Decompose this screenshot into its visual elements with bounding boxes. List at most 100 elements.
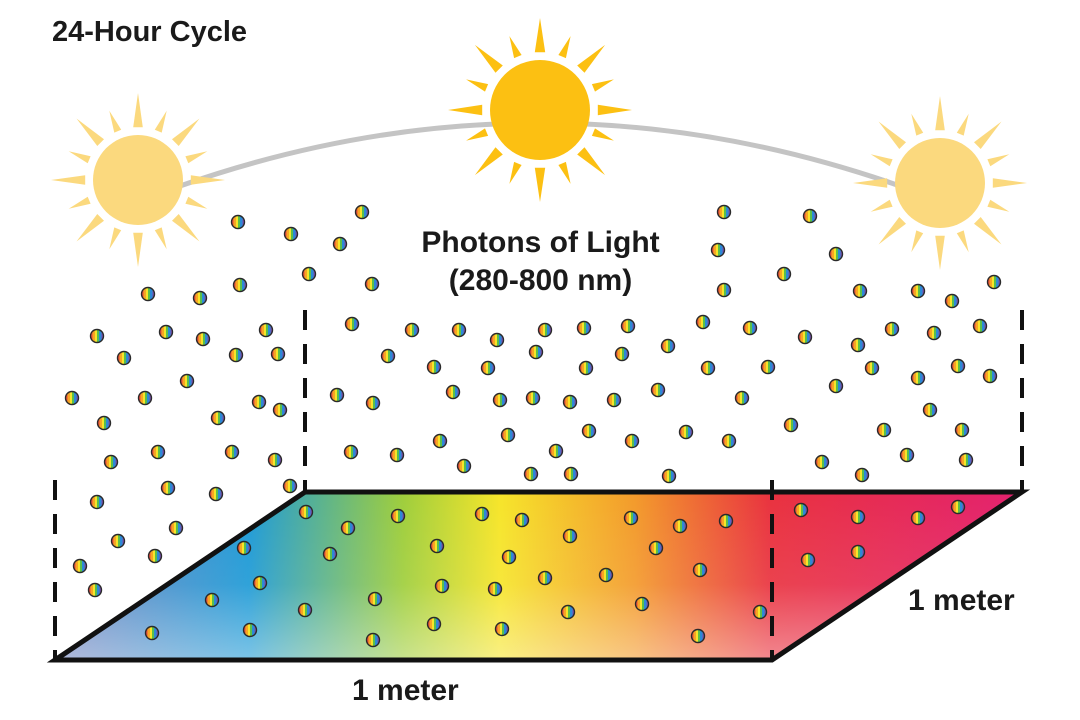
photon-particle: [950, 358, 966, 374]
photon-particle: [910, 510, 926, 526]
photon-particle: [487, 581, 503, 597]
photon-particle: [140, 286, 156, 302]
photon-particle: [814, 454, 830, 470]
volume-dashed-edges: [53, 310, 1024, 660]
photon-particle: [474, 506, 490, 522]
photon-particle: [228, 347, 244, 363]
photon-particle: [230, 214, 246, 230]
photon-particle: [828, 378, 844, 394]
photon-particle: [426, 359, 442, 375]
photon-particle: [445, 384, 461, 400]
photon-particle: [500, 427, 516, 443]
photon-particle: [537, 570, 553, 586]
photon-particle: [660, 338, 676, 354]
photon-particle: [854, 467, 870, 483]
photon-particle: [634, 596, 650, 612]
photon-particle: [828, 246, 844, 262]
photon-particle: [494, 621, 510, 637]
photon-particle: [598, 567, 614, 583]
photon-particle: [678, 424, 694, 440]
photon-particle: [690, 628, 706, 644]
width-dimension-label: 1 meter: [352, 674, 459, 707]
photon-particle: [389, 447, 405, 463]
photon-particle: [692, 562, 708, 578]
photon-particle: [87, 582, 103, 598]
photon-particle: [283, 226, 299, 242]
photon-particle: [710, 242, 726, 258]
photon-particle: [850, 337, 866, 353]
photon-particle: [390, 508, 406, 524]
photon-particle: [716, 204, 732, 220]
photon-particle: [89, 494, 105, 510]
photon-particle: [489, 332, 505, 348]
photon-particle: [236, 540, 252, 556]
photon-particle: [179, 373, 195, 389]
photon-particle: [700, 360, 716, 376]
photon-particle: [958, 452, 974, 468]
photon-particle: [432, 433, 448, 449]
photon-particle: [204, 592, 220, 608]
photon-particle: [954, 422, 970, 438]
depth-dimension-label: 1 meter: [908, 584, 1015, 617]
photon-particle: [760, 359, 776, 375]
photon-particle: [514, 512, 530, 528]
photon-particle: [322, 546, 338, 562]
photon-particle: [661, 468, 677, 484]
photon-particle: [560, 604, 576, 620]
photons-wavelength-range: (280-800 nm): [448, 264, 633, 297]
photon-particle: [614, 346, 630, 362]
photon-particle: [899, 447, 915, 463]
photon-particle: [986, 274, 1002, 290]
photon-particle: [695, 314, 711, 330]
photon-particle: [606, 392, 622, 408]
photon-particle: [429, 538, 445, 554]
photon-particle: [208, 486, 224, 502]
photon-particle: [562, 528, 578, 544]
photon-particle: [192, 290, 208, 306]
photon-particle: [852, 283, 868, 299]
photon-particle: [365, 632, 381, 648]
photon-particle: [116, 350, 132, 366]
photon-particle: [110, 533, 126, 549]
photon-particle: [721, 433, 737, 449]
photon-particle: [648, 540, 664, 556]
photon-particle: [451, 322, 467, 338]
photon-particle: [434, 578, 450, 594]
photon-particle: [195, 331, 211, 347]
photon-particle: [298, 504, 314, 520]
photon-particle: [800, 552, 816, 568]
photon-particle: [480, 360, 496, 376]
photon-particle: [144, 625, 160, 641]
sun-center-icon: [448, 18, 632, 202]
photon-particle: [168, 520, 184, 536]
sun-right-icon: [853, 96, 1027, 270]
photon-particle: [884, 321, 900, 337]
photon-particle: [297, 602, 313, 618]
photon-particle: [96, 415, 112, 431]
photon-particle: [910, 283, 926, 299]
photon-particle: [150, 444, 166, 460]
photon-particle: [910, 370, 926, 386]
photon-particle: [426, 616, 442, 632]
photon-particle: [624, 433, 640, 449]
photons-caption: Photons of Light (280-800 nm): [368, 224, 713, 300]
photon-particle: [380, 348, 396, 364]
photon-particle: [982, 368, 998, 384]
photon-particle: [282, 478, 298, 494]
photon-particle: [672, 518, 688, 534]
photon-particle: [258, 322, 274, 338]
photon-particle: [103, 454, 119, 470]
photon-particle: [224, 444, 240, 460]
photon-particle: [650, 382, 666, 398]
photon-particle: [563, 466, 579, 482]
photon-particle: [718, 513, 734, 529]
photon-particle: [525, 390, 541, 406]
photon-particle: [562, 394, 578, 410]
photon-particle: [64, 390, 80, 406]
photon-particle: [340, 520, 356, 536]
photons-title: Photons of Light: [421, 226, 660, 259]
photon-particle: [537, 322, 553, 338]
photon-particle: [623, 510, 639, 526]
photon-particle: [752, 604, 768, 620]
photon-particle: [850, 509, 866, 525]
